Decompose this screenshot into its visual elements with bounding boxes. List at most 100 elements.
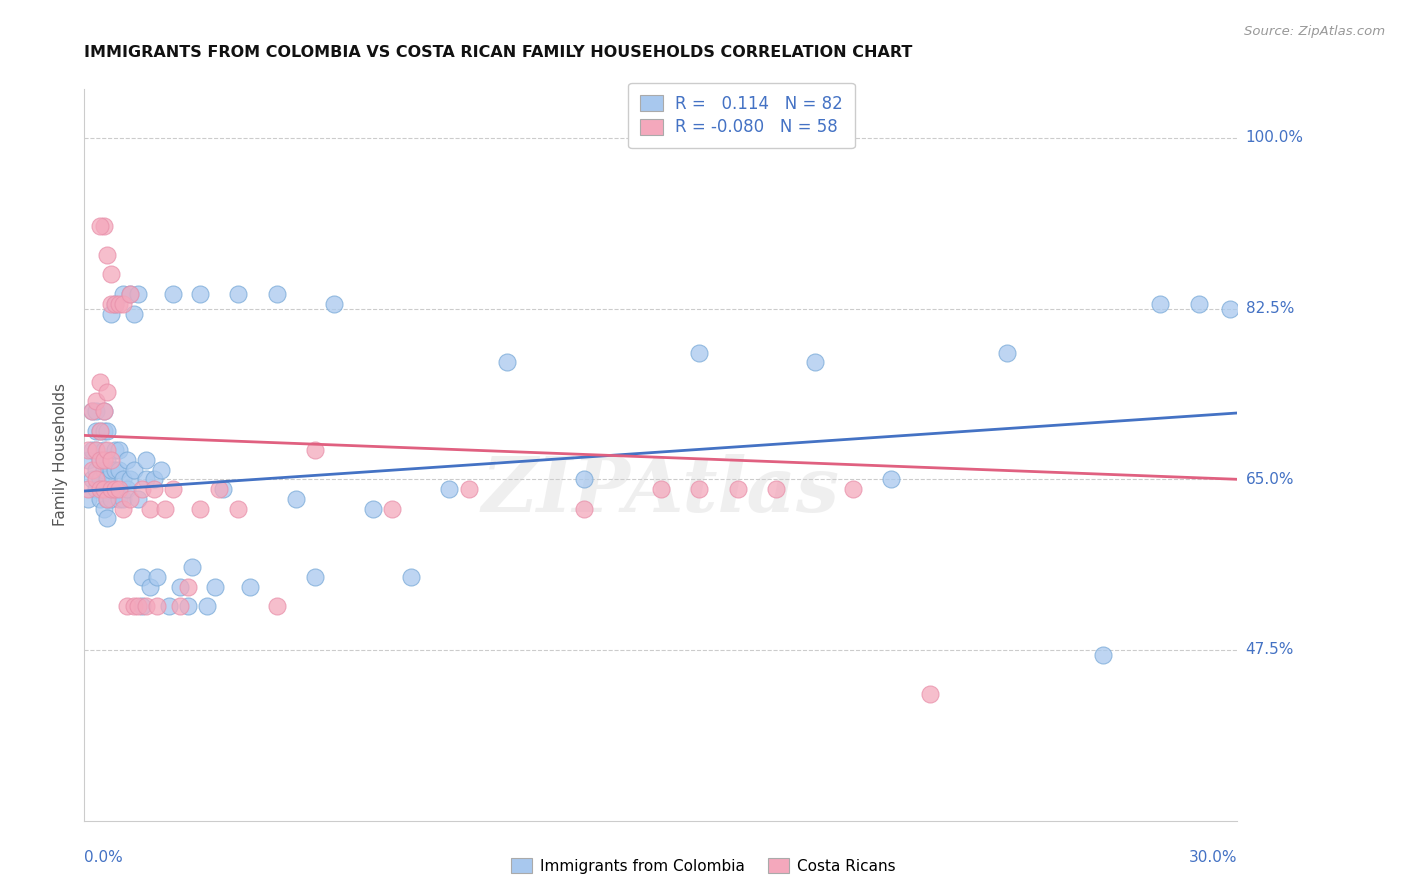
Point bbox=[89, 452, 111, 467]
Point bbox=[80, 443, 103, 458]
Point bbox=[89, 482, 111, 496]
Point bbox=[93, 443, 115, 458]
Point bbox=[304, 570, 326, 584]
Point bbox=[131, 599, 153, 613]
Point bbox=[124, 599, 146, 613]
Point bbox=[108, 443, 131, 458]
Point bbox=[100, 452, 122, 467]
Point bbox=[880, 472, 903, 486]
Point bbox=[120, 472, 142, 486]
Point bbox=[84, 443, 107, 458]
Point bbox=[93, 482, 115, 496]
Point bbox=[169, 580, 191, 594]
Point bbox=[96, 384, 118, 399]
Text: 30.0%: 30.0% bbox=[1189, 850, 1237, 865]
Point bbox=[77, 491, 100, 506]
Point bbox=[93, 452, 115, 467]
Point bbox=[226, 287, 249, 301]
Point bbox=[93, 482, 115, 496]
Point bbox=[100, 491, 122, 506]
Point bbox=[93, 404, 115, 418]
Point bbox=[127, 287, 149, 301]
Point bbox=[100, 462, 122, 476]
Point bbox=[96, 443, 118, 458]
Text: 82.5%: 82.5% bbox=[1246, 301, 1294, 316]
Point bbox=[1188, 297, 1211, 311]
Point bbox=[688, 345, 710, 359]
Point bbox=[104, 297, 127, 311]
Point bbox=[162, 482, 184, 496]
Point bbox=[153, 501, 176, 516]
Point bbox=[208, 482, 231, 496]
Point bbox=[131, 570, 153, 584]
Legend: Immigrants from Colombia, Costa Ricans: Immigrants from Colombia, Costa Ricans bbox=[505, 852, 901, 880]
Point bbox=[111, 287, 134, 301]
Point bbox=[80, 404, 103, 418]
Point bbox=[80, 462, 103, 476]
Point bbox=[115, 599, 138, 613]
Point bbox=[84, 404, 107, 418]
Point bbox=[96, 472, 118, 486]
Text: Source: ZipAtlas.com: Source: ZipAtlas.com bbox=[1244, 25, 1385, 38]
Point bbox=[111, 297, 134, 311]
Point bbox=[104, 443, 127, 458]
Point bbox=[84, 472, 107, 486]
Point bbox=[89, 472, 111, 486]
Point bbox=[142, 482, 165, 496]
Point bbox=[100, 268, 122, 282]
Point bbox=[211, 482, 233, 496]
Point bbox=[284, 491, 307, 506]
Point bbox=[115, 452, 138, 467]
Point bbox=[77, 452, 100, 467]
Point bbox=[439, 482, 461, 496]
Point bbox=[89, 375, 111, 389]
Point bbox=[239, 580, 262, 594]
Point bbox=[496, 355, 519, 369]
Point bbox=[93, 404, 115, 418]
Text: ZIPAtlas: ZIPAtlas bbox=[482, 455, 839, 528]
Point bbox=[226, 501, 249, 516]
Text: 100.0%: 100.0% bbox=[1246, 130, 1303, 145]
Point bbox=[89, 219, 111, 233]
Point bbox=[381, 501, 404, 516]
Point bbox=[108, 491, 131, 506]
Point bbox=[142, 472, 165, 486]
Point bbox=[727, 482, 749, 496]
Point bbox=[96, 491, 118, 506]
Point bbox=[93, 462, 115, 476]
Point bbox=[188, 287, 211, 301]
Point bbox=[572, 501, 595, 516]
Point bbox=[96, 511, 118, 525]
Point bbox=[266, 599, 288, 613]
Point bbox=[89, 424, 111, 438]
Point bbox=[135, 599, 157, 613]
Point bbox=[688, 482, 710, 496]
Point bbox=[108, 482, 131, 496]
Y-axis label: Family Households: Family Households bbox=[53, 384, 69, 526]
Point bbox=[650, 482, 672, 496]
Point bbox=[93, 219, 115, 233]
Point bbox=[803, 355, 825, 369]
Point bbox=[995, 345, 1018, 359]
Point bbox=[120, 491, 142, 506]
Point bbox=[195, 599, 218, 613]
Point bbox=[138, 501, 160, 516]
Point bbox=[108, 297, 131, 311]
Point bbox=[188, 501, 211, 516]
Point bbox=[135, 452, 157, 467]
Point bbox=[77, 443, 100, 458]
Point bbox=[457, 482, 479, 496]
Point bbox=[162, 287, 184, 301]
Point bbox=[96, 248, 118, 262]
Text: 65.0%: 65.0% bbox=[1246, 472, 1294, 487]
Point bbox=[127, 491, 149, 506]
Point bbox=[104, 297, 127, 311]
Point bbox=[104, 482, 127, 496]
Point bbox=[84, 482, 107, 496]
Point bbox=[572, 472, 595, 486]
Point bbox=[80, 404, 103, 418]
Point bbox=[111, 491, 134, 506]
Point bbox=[1219, 301, 1241, 316]
Point bbox=[842, 482, 865, 496]
Point bbox=[181, 560, 204, 574]
